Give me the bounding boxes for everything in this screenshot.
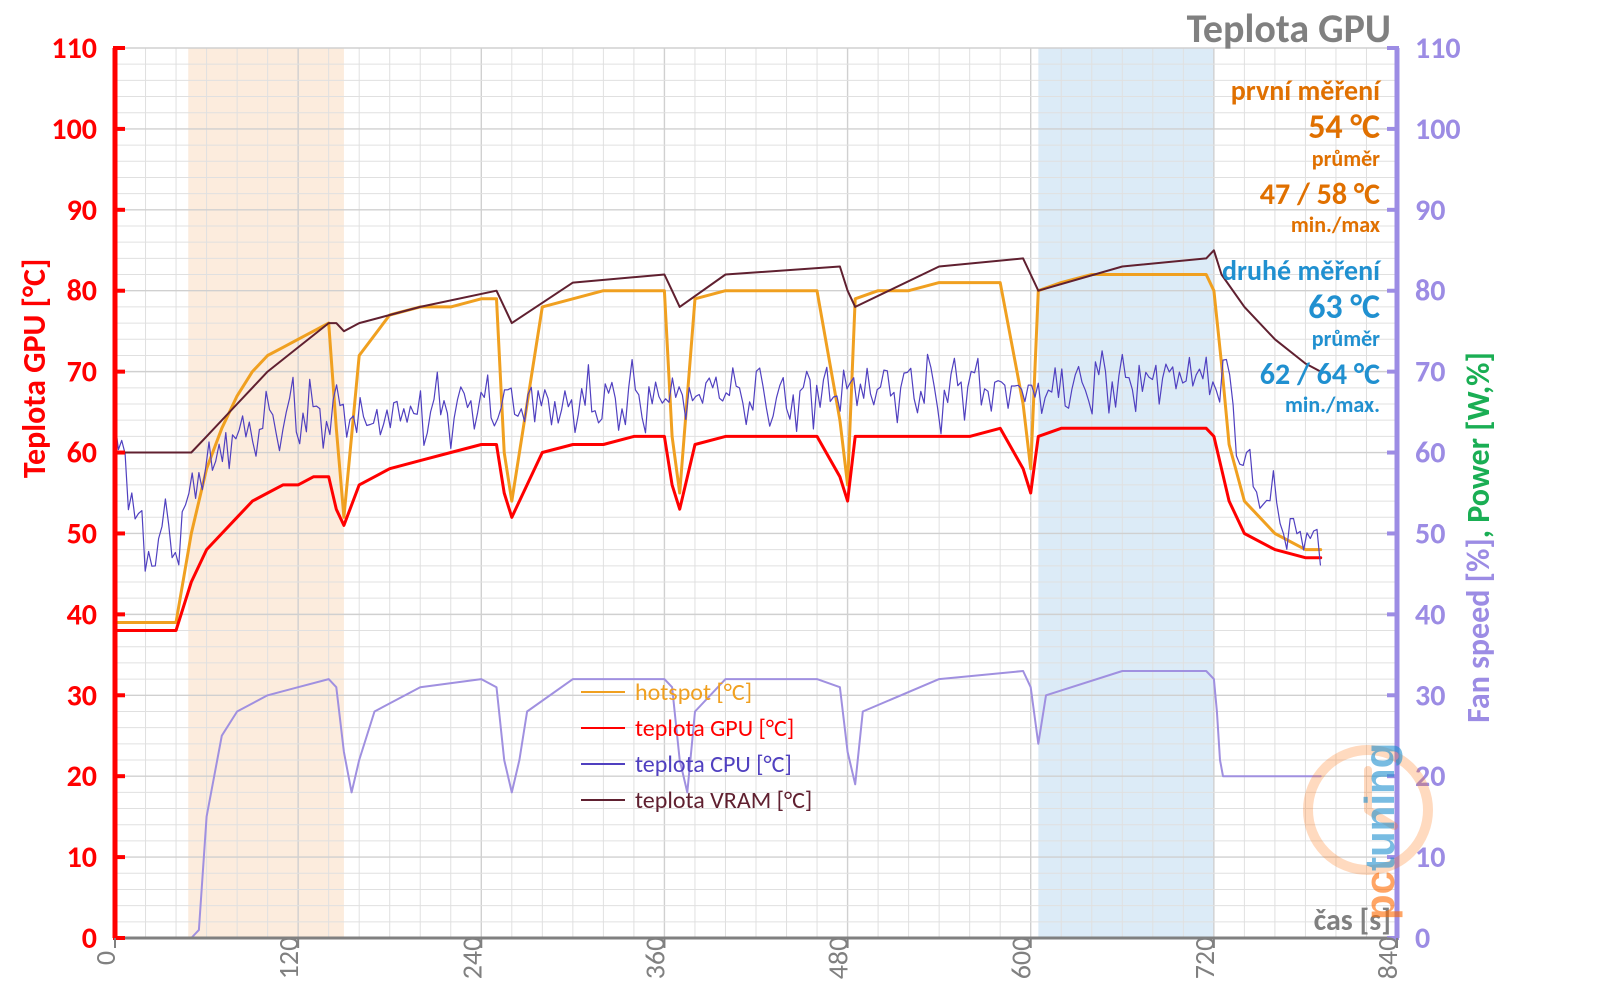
y-left-tick-label: 70 — [67, 354, 97, 391]
info-text: průměr — [1312, 145, 1380, 172]
legend-label: teplota VRAM [°C] — [635, 786, 812, 815]
y-left-tick-label: 80 — [67, 273, 97, 310]
y-right-tick-label: 80 — [1415, 273, 1445, 310]
y-right-tick-label: 30 — [1415, 677, 1445, 714]
y-left-tick-label: 40 — [67, 596, 97, 633]
watermark-text: pctuning — [1356, 743, 1403, 920]
y-right-tick-label: 70 — [1415, 354, 1445, 391]
y-left-tick-label: 60 — [67, 435, 97, 472]
y-left-tick-label: 100 — [51, 111, 97, 148]
x-tick-label: 0 — [88, 951, 123, 965]
x-tick-label: 120 — [271, 937, 306, 980]
x-tick-label: 480 — [821, 937, 856, 980]
y-left-tick-label: 110 — [51, 30, 97, 67]
x-tick-label: 600 — [1004, 937, 1039, 980]
info-text: první měření — [1231, 73, 1382, 108]
y-right-tick-label: 0 — [1415, 920, 1430, 957]
y-left-tick-label: 30 — [67, 677, 97, 714]
info-text: 62 / 64 °C — [1260, 356, 1380, 393]
info-text: průměr — [1312, 325, 1380, 352]
chart-svg: 0102030405060708090100110010203040506070… — [0, 0, 1600, 1008]
x-tick-label: 720 — [1187, 937, 1222, 980]
y-left-tick-label: 10 — [67, 839, 97, 876]
y-left-title: Teplota GPU [°C] — [15, 259, 54, 478]
highlight-band — [1038, 48, 1214, 938]
y-right-tick-label: 50 — [1415, 515, 1445, 552]
gpu-temp-chart: 0102030405060708090100110010203040506070… — [0, 0, 1600, 1008]
info-text: min./max. — [1285, 391, 1380, 418]
info-text: min./max — [1291, 211, 1380, 238]
y-right-title: Fan speed [%], Power [W,%] — [1459, 352, 1498, 723]
y-right-tick-label: 90 — [1415, 192, 1445, 229]
y-right-tick-label: 60 — [1415, 435, 1445, 472]
y-right-tick-label: 100 — [1415, 111, 1461, 148]
y-left-tick-label: 20 — [67, 758, 97, 795]
y-left-tick-label: 90 — [67, 192, 97, 229]
legend-label: teplota GPU [°C] — [635, 714, 794, 743]
x-tick-label: 840 — [1370, 937, 1405, 980]
legend-label: teplota CPU [°C] — [635, 750, 792, 779]
info-text: druhé měření — [1222, 253, 1382, 288]
y-right-tick-label: 110 — [1415, 30, 1461, 67]
y-left-tick-label: 50 — [67, 515, 97, 552]
y-right-tick-label: 40 — [1415, 596, 1445, 633]
info-text: 63 °C — [1308, 287, 1380, 328]
legend-label: hotspot [°C] — [635, 678, 752, 707]
info-text: 54 °C — [1308, 107, 1380, 148]
x-tick-label: 360 — [637, 937, 672, 980]
chart-title: Teplota GPU — [1187, 4, 1391, 53]
info-text: 47 / 58 °C — [1260, 176, 1380, 213]
x-tick-label: 240 — [454, 937, 489, 980]
